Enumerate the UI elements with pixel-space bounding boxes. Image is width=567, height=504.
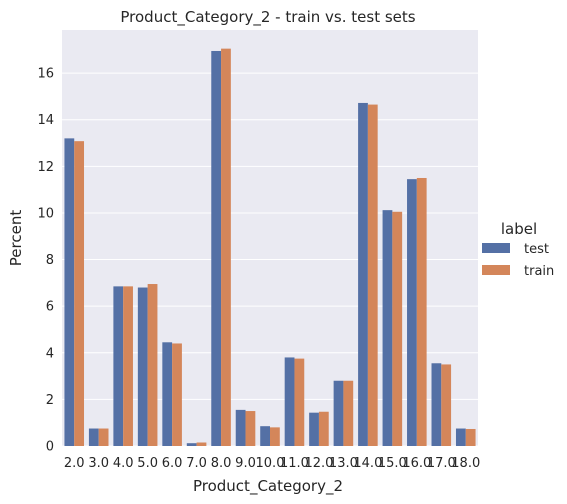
x-tick-label: 3.0 — [88, 456, 109, 471]
y-tick-label: 10 — [37, 206, 54, 221]
bar-train-11.0 — [294, 358, 305, 446]
bar-train-13.0 — [343, 380, 354, 446]
y-tick-label: 0 — [46, 440, 54, 455]
x-tick-label: 17.0 — [427, 456, 456, 471]
bar-test-17.0 — [431, 363, 442, 446]
legend: label test train — [482, 220, 554, 279]
legend-title: label — [501, 220, 537, 238]
bar-train-9.0 — [245, 411, 256, 446]
x-tick-label: 15.0 — [378, 456, 407, 471]
y-tick-label: 16 — [37, 67, 54, 82]
y-tick-label: 8 — [46, 253, 54, 268]
bar-test-5.0 — [137, 287, 148, 446]
bar-train-4.0 — [123, 286, 133, 446]
bar-train-16.0 — [416, 177, 427, 446]
bar-train-12.0 — [318, 411, 329, 446]
x-tick-label: 4.0 — [113, 456, 134, 471]
bar-train-5.0 — [147, 284, 158, 446]
x-tick-label: 12.0 — [304, 456, 333, 471]
legend-label-test: test — [524, 242, 549, 257]
x-tick-label: 2.0 — [64, 456, 85, 471]
bar-test-8.0 — [211, 50, 222, 446]
x-axis-title: Product_Category_2 — [193, 477, 343, 496]
bar-test-7.0 — [186, 443, 197, 446]
x-tick-label: 5.0 — [137, 456, 158, 471]
bar-train-7.0 — [196, 442, 207, 446]
bar-test-3.0 — [88, 428, 99, 446]
bar-train-8.0 — [221, 48, 231, 446]
x-tick-label: 11.0 — [280, 456, 309, 471]
x-tick-label: 6.0 — [162, 456, 183, 471]
bar-test-14.0 — [358, 102, 368, 447]
y-tick-label: 6 — [46, 300, 54, 315]
x-tick-label: 10.0 — [256, 456, 285, 471]
legend-swatch-train — [482, 265, 510, 275]
x-tick-label: 18.0 — [451, 456, 480, 471]
x-tick-label: 9.0 — [235, 456, 256, 471]
bar-test-2.0 — [64, 138, 75, 446]
bar-test-13.0 — [333, 380, 344, 446]
bar-test-10.0 — [260, 426, 270, 446]
legend-label-train: train — [524, 264, 554, 279]
y-tick-label: 14 — [37, 113, 54, 128]
bar-train-10.0 — [270, 427, 280, 446]
bar-train-18.0 — [465, 428, 476, 446]
bars — [64, 48, 476, 447]
bar-train-6.0 — [172, 343, 182, 446]
bar-train-14.0 — [367, 104, 378, 447]
bar-test-11.0 — [284, 357, 295, 446]
bar-test-6.0 — [162, 342, 173, 446]
y-tick-labels: 0 2 4 6 8 10 12 14 16 — [37, 67, 54, 455]
y-tick-label: 12 — [37, 160, 54, 175]
chart-title: Product_Category_2 - train vs. test sets — [120, 8, 415, 27]
bar-test-4.0 — [113, 286, 124, 446]
bar-test-16.0 — [407, 179, 417, 447]
y-tick-label: 4 — [46, 346, 54, 361]
x-tick-label: 16.0 — [402, 456, 431, 471]
legend-swatch-test — [482, 243, 510, 253]
bar-test-9.0 — [235, 409, 246, 446]
bar-train-3.0 — [98, 428, 109, 446]
bar-test-18.0 — [455, 428, 466, 446]
x-tick-labels: 2.0 3.0 4.0 5.0 6.0 7.0 8.0 9.0 10.011.012.013.0… — [64, 456, 480, 471]
bar-train-2.0 — [74, 141, 85, 446]
y-axis-title: Percent — [7, 210, 25, 267]
x-tick-label: 14.0 — [353, 456, 382, 471]
bar-train-15.0 — [392, 211, 403, 446]
bar-test-12.0 — [309, 412, 319, 446]
bar-train-17.0 — [441, 364, 452, 446]
bar-test-15.0 — [382, 210, 393, 446]
y-tick-label: 2 — [46, 393, 54, 408]
x-tick-label: 8.0 — [211, 456, 232, 471]
x-tick-label: 7.0 — [186, 456, 207, 471]
x-tick-label: 13.0 — [329, 456, 358, 471]
